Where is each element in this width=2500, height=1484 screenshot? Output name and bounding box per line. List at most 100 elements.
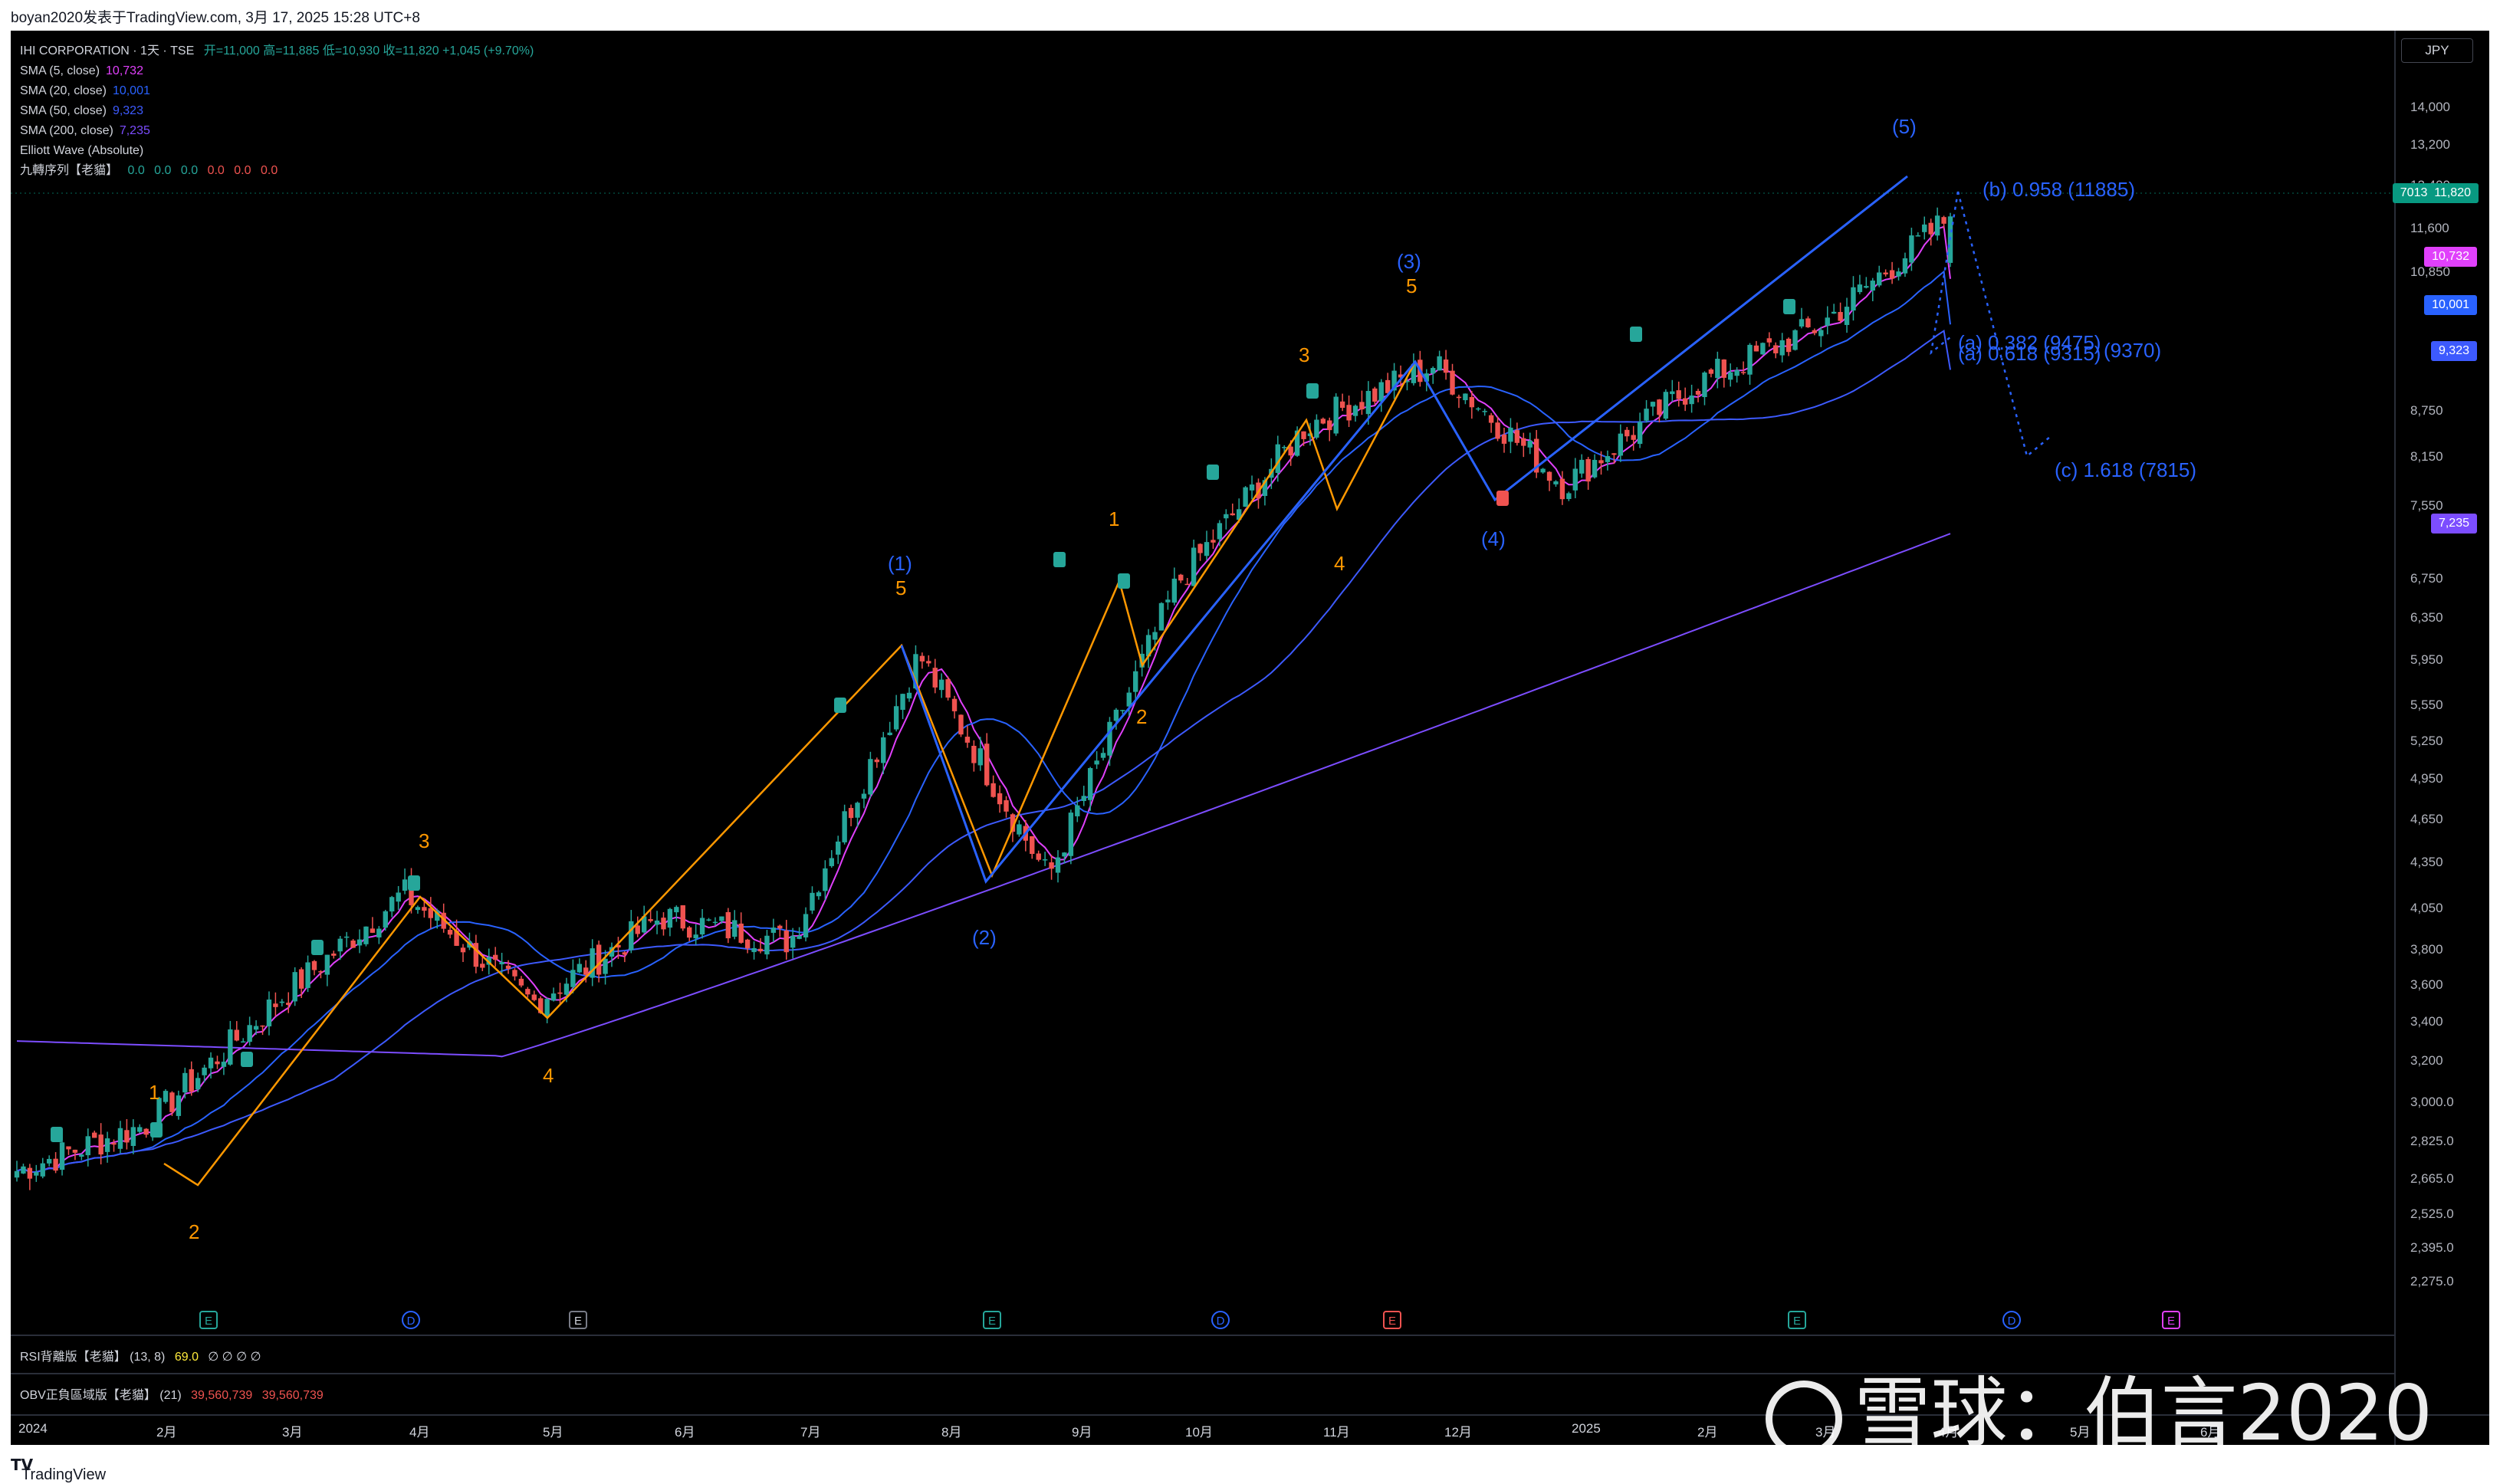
candle-body xyxy=(1197,543,1203,553)
wave-minor-5: 5 xyxy=(895,576,907,599)
dividend-marker[interactable]: D xyxy=(2002,1311,2021,1329)
legend-sma50[interactable]: SMA (50, close) 9,323 xyxy=(20,101,534,121)
earnings-marker[interactable]: E xyxy=(199,1311,218,1329)
elliott-minor-line xyxy=(163,361,1417,1187)
earnings-marker[interactable]: E xyxy=(2162,1311,2180,1329)
legend-td-sequential[interactable]: 九轉序列【老貓】 0.0 0.0 0.0 0.0 0.0 0.0 xyxy=(20,161,534,181)
candle-body xyxy=(1463,393,1468,401)
chart-area[interactable]: IHI CORPORATION · 1天 · TSE 开=11,000 高=11… xyxy=(11,31,2489,1445)
price-chart[interactable] xyxy=(11,31,2489,1445)
legend-sma20[interactable]: SMA (20, close) 10,001 xyxy=(20,81,534,101)
candle-body xyxy=(938,679,944,691)
earnings-marker[interactable]: E xyxy=(569,1311,587,1329)
candle-body xyxy=(505,965,511,969)
candle-body xyxy=(1605,456,1611,462)
rsi-extra: ∅ ∅ ∅ ∅ xyxy=(208,1351,261,1364)
candle-body xyxy=(770,927,777,933)
candle-body xyxy=(674,907,679,913)
obv-value: 39,560,739 xyxy=(191,1389,253,1402)
wave-minor-2: 2 xyxy=(189,1220,200,1243)
obv-pane-label[interactable]: OBV正負區域版【老貓】 (21) 39,560,739 39,560,739 xyxy=(20,1384,324,1403)
candle-body xyxy=(14,1170,20,1178)
price-axis-label: 6,350 xyxy=(2410,610,2443,625)
wave-minor-1b: 1 xyxy=(1109,507,1120,530)
rsi-pane-label[interactable]: RSI背離版【老貓】 (13, 8) 69.0 ∅ ∅ ∅ ∅ xyxy=(20,1346,261,1364)
candle-body xyxy=(473,943,479,967)
candle-body xyxy=(356,939,363,946)
price-axis-label: 4,050 xyxy=(2410,901,2443,916)
candle-body xyxy=(1559,478,1565,500)
candle-body xyxy=(1087,768,1093,800)
candle-body xyxy=(40,1163,45,1177)
price-axis-label: 2,275.0 xyxy=(2410,1273,2454,1289)
candle-body xyxy=(1036,853,1041,860)
candle-body xyxy=(609,947,615,957)
time-axis-label: 5月 xyxy=(2070,1425,2091,1440)
td-sequential-marker xyxy=(1306,383,1319,399)
brand-name: TradingView xyxy=(21,1466,107,1483)
candle-body xyxy=(1695,390,1701,395)
candle-body xyxy=(1644,409,1649,421)
candle-body xyxy=(1307,433,1313,436)
candle-body xyxy=(1482,411,1487,412)
candle-body xyxy=(1249,484,1255,491)
currency-button[interactable]: JPY xyxy=(2401,38,2473,63)
candle-body xyxy=(311,960,317,970)
td-sequential-marker xyxy=(241,1052,253,1067)
candle-body xyxy=(557,992,563,994)
price-axis-label: 5,250 xyxy=(2410,733,2443,748)
correction-projection-line xyxy=(1930,191,1960,356)
candle-body xyxy=(1779,340,1785,356)
tradingview-logo[interactable]: TV TradingView xyxy=(11,1456,106,1483)
candle-body xyxy=(635,925,640,934)
earnings-marker[interactable]: E xyxy=(1383,1311,1401,1329)
candle-body xyxy=(1540,468,1546,473)
candle-body xyxy=(1262,480,1268,497)
candle-body xyxy=(1566,493,1572,499)
indicator-legend: IHI CORPORATION · 1天 · TSE 开=11,000 高=11… xyxy=(20,41,534,181)
candle-body xyxy=(111,1143,117,1145)
xueqiu-watermark: 雪球：伯言2020 xyxy=(1765,1351,2433,1462)
legend-value: 0.0 xyxy=(207,164,225,177)
candle-body xyxy=(764,935,770,955)
symbol-row[interactable]: IHI CORPORATION · 1天 · TSE 开=11,000 高=11… xyxy=(20,41,534,61)
candle-body xyxy=(21,1166,26,1174)
price-axis-label: 3,800 xyxy=(2410,942,2443,957)
dividend-marker[interactable]: D xyxy=(402,1311,420,1329)
candle-body xyxy=(247,1025,252,1042)
earnings-marker[interactable]: E xyxy=(983,1311,1001,1329)
legend-elliott[interactable]: Elliott Wave (Absolute) xyxy=(20,141,534,161)
candle-body xyxy=(997,793,1003,805)
candle-body xyxy=(98,1134,103,1155)
price-axis-label: 3,600 xyxy=(2410,977,2443,992)
earnings-marker[interactable]: E xyxy=(1788,1311,1806,1329)
candle-body xyxy=(1456,396,1462,399)
candle-body xyxy=(1282,447,1287,448)
candle-body xyxy=(512,970,517,977)
fib-a-618: (a) 0.618 (9315) xyxy=(1958,342,2101,365)
candle-body xyxy=(1107,721,1112,756)
legend-label: SMA (50, close) xyxy=(20,104,107,117)
candle-body xyxy=(1314,419,1319,438)
price-axis-label: 3,200 xyxy=(2410,1053,2443,1069)
legend-sma5[interactable]: SMA (5, close) 10,732 xyxy=(20,61,534,81)
candle-body xyxy=(1346,405,1352,421)
candle-body xyxy=(1831,311,1837,314)
price-axis-label: 14,000 xyxy=(2410,99,2450,114)
candle-body xyxy=(492,954,498,960)
candle-body xyxy=(435,911,440,921)
candle-body xyxy=(1533,438,1539,473)
legend-value: 0.0 xyxy=(127,164,145,177)
candle-body xyxy=(1301,431,1306,439)
legend-sma200[interactable]: SMA (200, close) 7,235 xyxy=(20,121,534,141)
candle-body xyxy=(363,926,369,944)
price-axis-label: 4,650 xyxy=(2410,811,2443,826)
candle-body xyxy=(1663,392,1669,419)
candle-body xyxy=(1760,343,1766,355)
candle-body xyxy=(590,948,595,978)
dividend-marker[interactable]: D xyxy=(1211,1311,1230,1329)
candle-body xyxy=(189,1069,194,1092)
wave-major-5: (5) xyxy=(1892,115,1917,138)
candle-body xyxy=(1812,330,1818,333)
candle-body xyxy=(706,919,711,921)
